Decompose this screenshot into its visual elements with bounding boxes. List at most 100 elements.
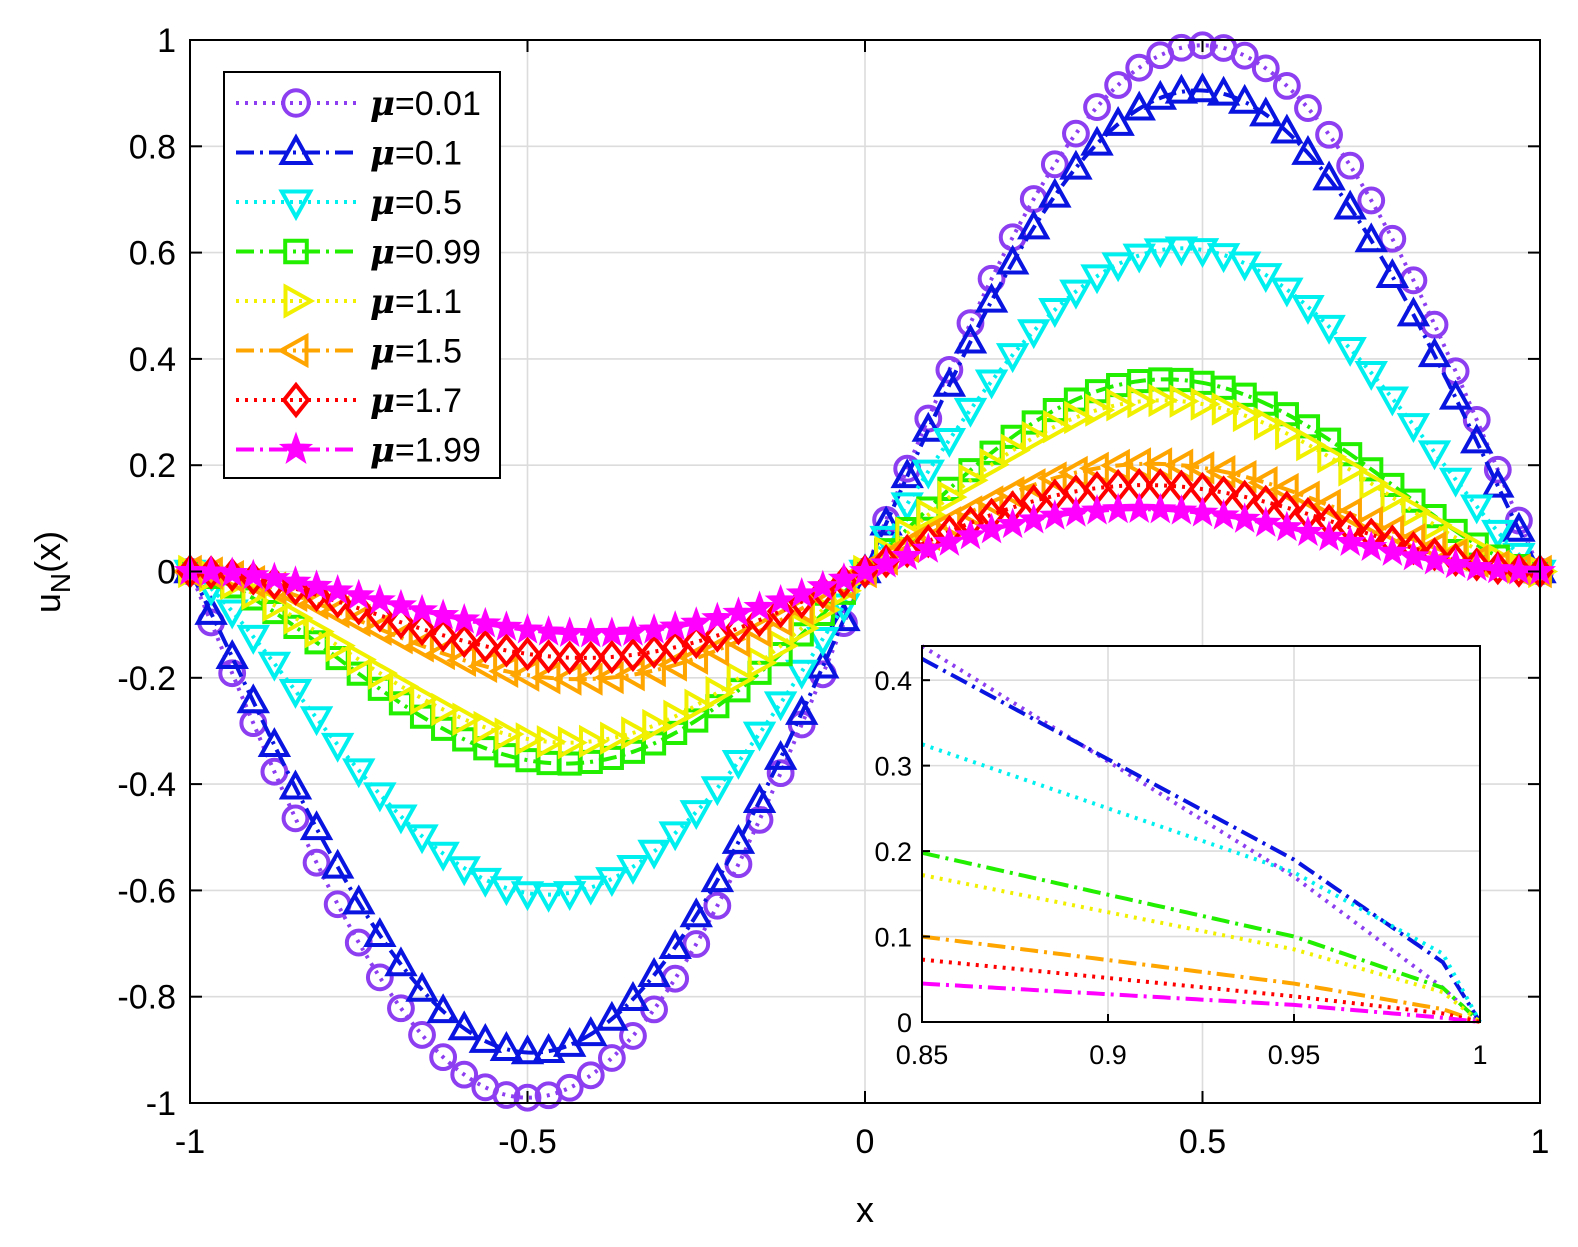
data-point (1080, 264, 1114, 295)
data-point (490, 610, 523, 641)
data-point (342, 884, 376, 915)
data-point (342, 758, 376, 789)
data-point (958, 463, 989, 498)
inset-series-1.99 (921, 981, 1481, 1024)
data-point (452, 702, 483, 736)
data-point (1169, 384, 1200, 418)
data-point (1040, 150, 1069, 179)
data-point (1186, 496, 1219, 527)
data-point (492, 1081, 521, 1109)
y-tick-label: -0.8 (117, 979, 176, 1017)
data-point (1460, 494, 1494, 525)
data-point (701, 601, 734, 633)
data-point (1211, 392, 1242, 426)
data-point (1291, 134, 1325, 165)
data-point (447, 1010, 481, 1041)
data-point (742, 783, 777, 814)
legend-mu-value: =1.1 (395, 283, 462, 321)
y-tick-label: -1 (146, 1085, 176, 1123)
data-point (1122, 243, 1156, 274)
data-point (278, 679, 313, 709)
legend-mu-symbol: μ (370, 183, 395, 223)
data-point (427, 598, 460, 630)
legend-marker (283, 238, 309, 265)
data-point (1354, 222, 1388, 253)
data-point (996, 507, 1029, 539)
data-point (1184, 451, 1215, 485)
inset-plot-area (922, 646, 1480, 1022)
x-axis-label: x (856, 1189, 874, 1230)
data-point (304, 614, 335, 649)
data-point (389, 669, 420, 703)
data-point (1232, 398, 1263, 433)
data-point (1143, 79, 1178, 110)
data-point (1438, 467, 1473, 498)
data-point (703, 618, 732, 653)
y-tick-label: -0.2 (117, 660, 176, 698)
main-ticks (189, 39, 1541, 1104)
legend-label: μ=0.99 (370, 233, 481, 273)
data-point (468, 1022, 503, 1053)
main-tick-labels: -1 -0.5 0 0.5 1 -1 -0.8 -0.6 -0.4 -0.2 0 0.2 0.4 0.6 0… (117, 22, 1549, 1161)
data-point (682, 930, 711, 958)
data-point (531, 1033, 566, 1063)
legend: μ=0.01μ=0.1μ=0.5μ=0.99μ=1.1μ=1.5μ=1.7μ=1… (223, 71, 501, 479)
data-point (1227, 83, 1262, 114)
data-point (621, 716, 652, 750)
data-point (471, 628, 500, 664)
inset-series-1.5 (921, 934, 1481, 1024)
data-point (703, 891, 732, 920)
data-point (1043, 409, 1073, 444)
x-tick-label: 0 (856, 1123, 875, 1161)
data-point (1396, 296, 1431, 327)
data-point (973, 485, 1004, 519)
data-point (827, 562, 860, 593)
data-point (299, 706, 334, 737)
data-point (257, 651, 292, 682)
data-point (283, 601, 314, 635)
data-point (1188, 31, 1217, 60)
data-point (1359, 466, 1390, 501)
data-point (912, 532, 945, 563)
legend-label: μ=0.1 (370, 134, 462, 174)
legend-label: μ=0.01 (370, 84, 481, 124)
data-point (995, 343, 1030, 374)
data-point (405, 593, 439, 625)
data-point (1396, 413, 1431, 444)
legend-entry-1.5: μ=1.5 (236, 332, 462, 372)
data-point (620, 739, 646, 764)
data-point (1038, 298, 1072, 328)
data-point (785, 694, 819, 725)
data-point (1380, 480, 1411, 515)
data-point (806, 648, 840, 679)
data-point (1062, 119, 1090, 148)
data-point (1080, 125, 1114, 156)
data-point (1249, 96, 1283, 127)
legend-entry-1.99: μ=1.99 (236, 431, 481, 471)
data-point (1420, 537, 1449, 572)
data-point (893, 533, 921, 569)
data-point (658, 929, 692, 959)
data-point (721, 824, 756, 854)
data-point (531, 882, 566, 913)
data-point (368, 656, 398, 690)
legend-label: μ=1.99 (370, 431, 481, 471)
data-point (1375, 386, 1410, 417)
x-tick-label: 1 (1531, 1123, 1550, 1161)
data-point (975, 512, 1008, 544)
main-series (171, 31, 1559, 1112)
data-point (1357, 186, 1386, 215)
data-point (1253, 407, 1284, 441)
data-point (405, 971, 439, 1002)
data-point (891, 539, 924, 571)
data-point (468, 867, 503, 898)
legend-entry-0.01: μ=0.01 (236, 84, 481, 124)
data-point (705, 694, 730, 719)
data-point (361, 612, 392, 646)
legend-mu-value: =0.99 (395, 234, 481, 272)
data-point (890, 492, 924, 523)
y-axis-label-tail: (x) (27, 531, 68, 573)
y-axis-label-main: u (27, 593, 68, 613)
data-point (342, 578, 375, 610)
inset-x-tick-label: 1 (1472, 1040, 1487, 1070)
